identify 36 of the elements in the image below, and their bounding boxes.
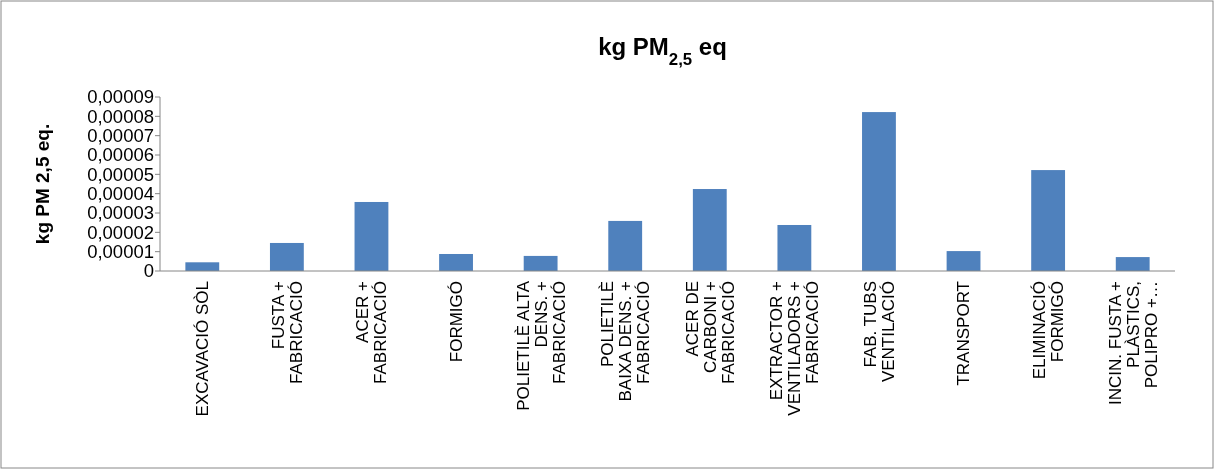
bar xyxy=(1115,257,1150,271)
y-tick-label: 0,00008 xyxy=(87,105,154,127)
x-tick-label: ACER + FABRICACIÓ xyxy=(353,280,391,384)
x-tick-label: FAB. TUBS VENTILACIÓ xyxy=(860,281,898,383)
y-tick-label: 0,00009 xyxy=(87,86,154,108)
bar xyxy=(439,253,473,271)
y-tick-label: 0,00002 xyxy=(87,221,154,243)
x-tick-label: TRANSPORT xyxy=(954,281,974,386)
x-tick-label: EXCAVACIÓ SÒL xyxy=(193,281,213,417)
x-tick-label: INCIN. FUSTA + PLÀSTICS, POLIPRO +… xyxy=(1105,280,1161,405)
y-axis-title: kg PM 2,5 eq. xyxy=(32,123,53,245)
bar xyxy=(523,255,558,271)
bar xyxy=(608,220,643,271)
bar xyxy=(354,201,389,271)
bar xyxy=(692,189,727,271)
chart-title: kg PM$_{2,5}$ eq xyxy=(598,33,727,69)
x-tick-label: EXTRACTOR + VENTILADORS + FABRICACIÓ xyxy=(767,280,823,416)
bar xyxy=(862,112,896,271)
x-tick-label: FORMIGÓ xyxy=(446,281,466,363)
x-tick-label: ELIMINACIÓ FORMIGÓ xyxy=(1030,281,1068,380)
y-tick-label: 0,00004 xyxy=(87,183,154,205)
bar xyxy=(946,251,981,271)
bar xyxy=(185,262,220,271)
y-tick-label: 0,00007 xyxy=(87,125,154,147)
bar xyxy=(269,242,304,271)
y-tick-label: 0,00003 xyxy=(87,202,154,224)
x-tick-label: FUSTA + FABRICACIÓ xyxy=(268,280,306,384)
y-tick-label: 0 xyxy=(143,260,154,282)
bar xyxy=(777,224,812,271)
y-tick-label: 0,00006 xyxy=(87,144,154,166)
y-tick-label: 0,00001 xyxy=(87,241,154,263)
bar xyxy=(1031,170,1066,271)
x-tick-label: ACER DE CARBONI + FABRICACIÓ xyxy=(682,280,738,384)
y-tick-label: 0,00005 xyxy=(87,163,154,185)
x-tick-label: POLIETILÈ ALTA DENS. + FABRICACIÓ xyxy=(513,280,569,411)
x-tick-label: POLIETILÈ BAIXA DENS. + FABRICACIÓ xyxy=(598,280,654,402)
